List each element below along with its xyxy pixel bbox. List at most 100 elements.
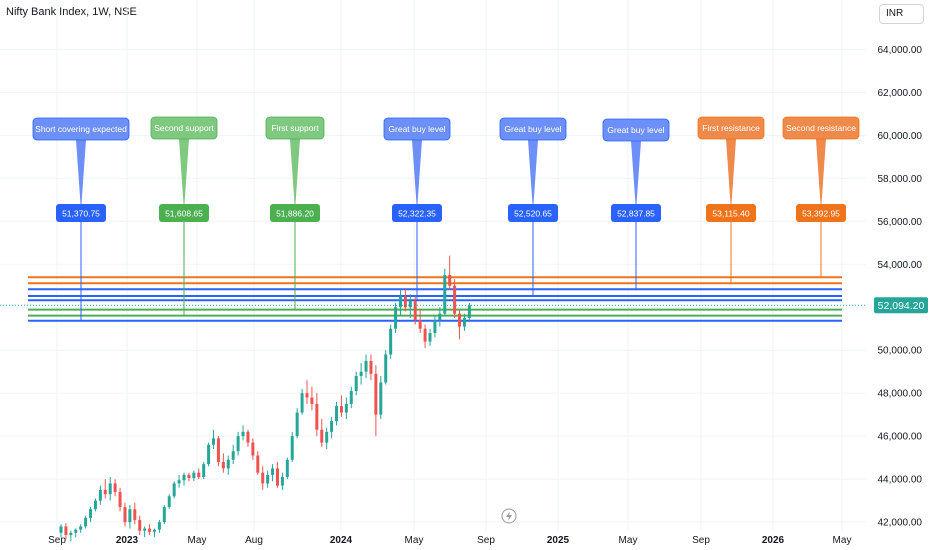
callout-label: Second resistance	[786, 123, 856, 133]
value-badge[interactable]	[611, 204, 661, 222]
current-price-label: 52,094.20	[878, 300, 925, 312]
candle-layer	[59, 255, 471, 542]
price-axis[interactable]: 42,000.00 44,000.00 46,000.00 48,000.00 50,0…	[874, 45, 928, 529]
callout-label: Short covering expected	[35, 124, 127, 134]
callout-label: Great buy level	[607, 125, 664, 135]
x-tick-label: May	[188, 535, 207, 546]
currency-button[interactable]: INR	[879, 4, 924, 24]
candle-body	[448, 275, 452, 286]
candle-body	[462, 317, 466, 327]
candle-body	[133, 509, 137, 520]
candle-body	[113, 483, 117, 493]
callout-label: Great buy level	[504, 124, 561, 134]
candle-body	[295, 412, 299, 437]
candle-body	[305, 393, 309, 398]
candle-body	[389, 328, 393, 355]
candle-body	[300, 393, 304, 413]
value-badge[interactable]	[159, 204, 209, 222]
candle-body	[98, 489, 102, 501]
y-tick-label: 60,000.00	[878, 131, 923, 142]
callout-label: First support	[271, 123, 319, 133]
callout-box[interactable]	[697, 116, 765, 140]
candle-body	[182, 474, 186, 481]
candle-body	[79, 526, 83, 530]
candle-body	[89, 509, 93, 518]
candle-body	[330, 421, 334, 432]
value-badge-label: 51,370.75	[62, 209, 100, 219]
candle-body	[408, 300, 412, 308]
x-tick-label: 2026	[762, 535, 785, 546]
value-badge[interactable]	[706, 204, 756, 222]
candle-body	[84, 517, 88, 527]
candle-body	[207, 444, 211, 465]
y-tick-label: 44,000.00	[878, 475, 923, 486]
value-badge-label: 51,886.20	[276, 209, 314, 219]
candle-body	[310, 397, 314, 404]
value-badge[interactable]	[508, 204, 558, 222]
callout-box[interactable]	[499, 117, 567, 141]
callout-box[interactable]	[265, 116, 325, 140]
candle-body	[118, 492, 122, 508]
candle-body	[458, 313, 462, 327]
tradingview-logo-icon	[501, 508, 517, 524]
grid-layer	[0, 0, 866, 530]
candle-body	[428, 333, 432, 342]
x-tick-label: May	[833, 535, 852, 546]
value-badge-label: 52,322.35	[398, 209, 436, 219]
candle-body	[59, 526, 63, 533]
candle-body	[177, 480, 181, 484]
callout-box[interactable]	[602, 118, 670, 142]
candle-body	[359, 371, 363, 376]
callout-box[interactable]	[150, 116, 218, 140]
candle-body	[123, 507, 127, 523]
candle-body	[152, 529, 156, 532]
candle-body	[93, 500, 97, 510]
value-badge[interactable]	[796, 204, 846, 222]
y-tick-label: 50,000.00	[878, 346, 923, 357]
y-tick-label: 42,000.00	[878, 518, 923, 529]
candle-body	[226, 459, 230, 469]
candle-body	[453, 285, 457, 314]
candle-body	[418, 320, 422, 329]
candle-body	[443, 275, 447, 314]
candle-body	[167, 496, 171, 508]
callout-box[interactable]	[782, 116, 860, 140]
y-tick-label: 48,000.00	[878, 389, 923, 400]
value-badge[interactable]	[56, 204, 106, 222]
value-badge[interactable]	[270, 204, 320, 222]
candle-body	[280, 476, 284, 486]
candle-body	[143, 528, 147, 531]
candle-body	[187, 474, 191, 479]
x-tick-label: Aug	[245, 535, 263, 546]
candle-body	[438, 313, 442, 321]
candle-body	[369, 360, 373, 374]
value-badge-label: 51,608.65	[165, 209, 203, 219]
callout-pointer	[726, 139, 736, 211]
candle-body	[344, 403, 348, 413]
candle-body	[290, 436, 294, 460]
candle-body	[251, 442, 255, 456]
callout-box[interactable]	[32, 117, 130, 141]
candle-body	[339, 406, 343, 413]
y-tick-label: 64,000.00	[878, 45, 923, 56]
chart-title: Nifty Bank Index, 1W, NSE	[6, 6, 137, 18]
candle-body	[157, 522, 161, 530]
candle-body	[103, 489, 107, 495]
candle-body	[241, 431, 245, 437]
value-badge-label: 52,837.85	[617, 209, 655, 219]
candle-body	[433, 320, 437, 334]
time-axis[interactable]: Sep 2023 May Aug 2024 May Sep 2025 May Sep 2026 May	[48, 535, 851, 546]
current-price-badge[interactable]	[874, 297, 928, 314]
annotation-layer[interactable]: Short covering expected 51,370.75 Second s…	[32, 116, 860, 321]
candle-body	[315, 403, 319, 430]
value-badge[interactable]	[392, 204, 442, 222]
callout-box[interactable]	[383, 117, 451, 141]
x-tick-label: May	[405, 535, 424, 546]
callout-label: First resistance	[702, 123, 760, 133]
candle-body	[285, 459, 289, 477]
x-tick-label: Sep	[477, 535, 495, 546]
candle-body	[275, 468, 279, 486]
candle-body	[192, 472, 196, 479]
candle-body	[172, 483, 176, 497]
